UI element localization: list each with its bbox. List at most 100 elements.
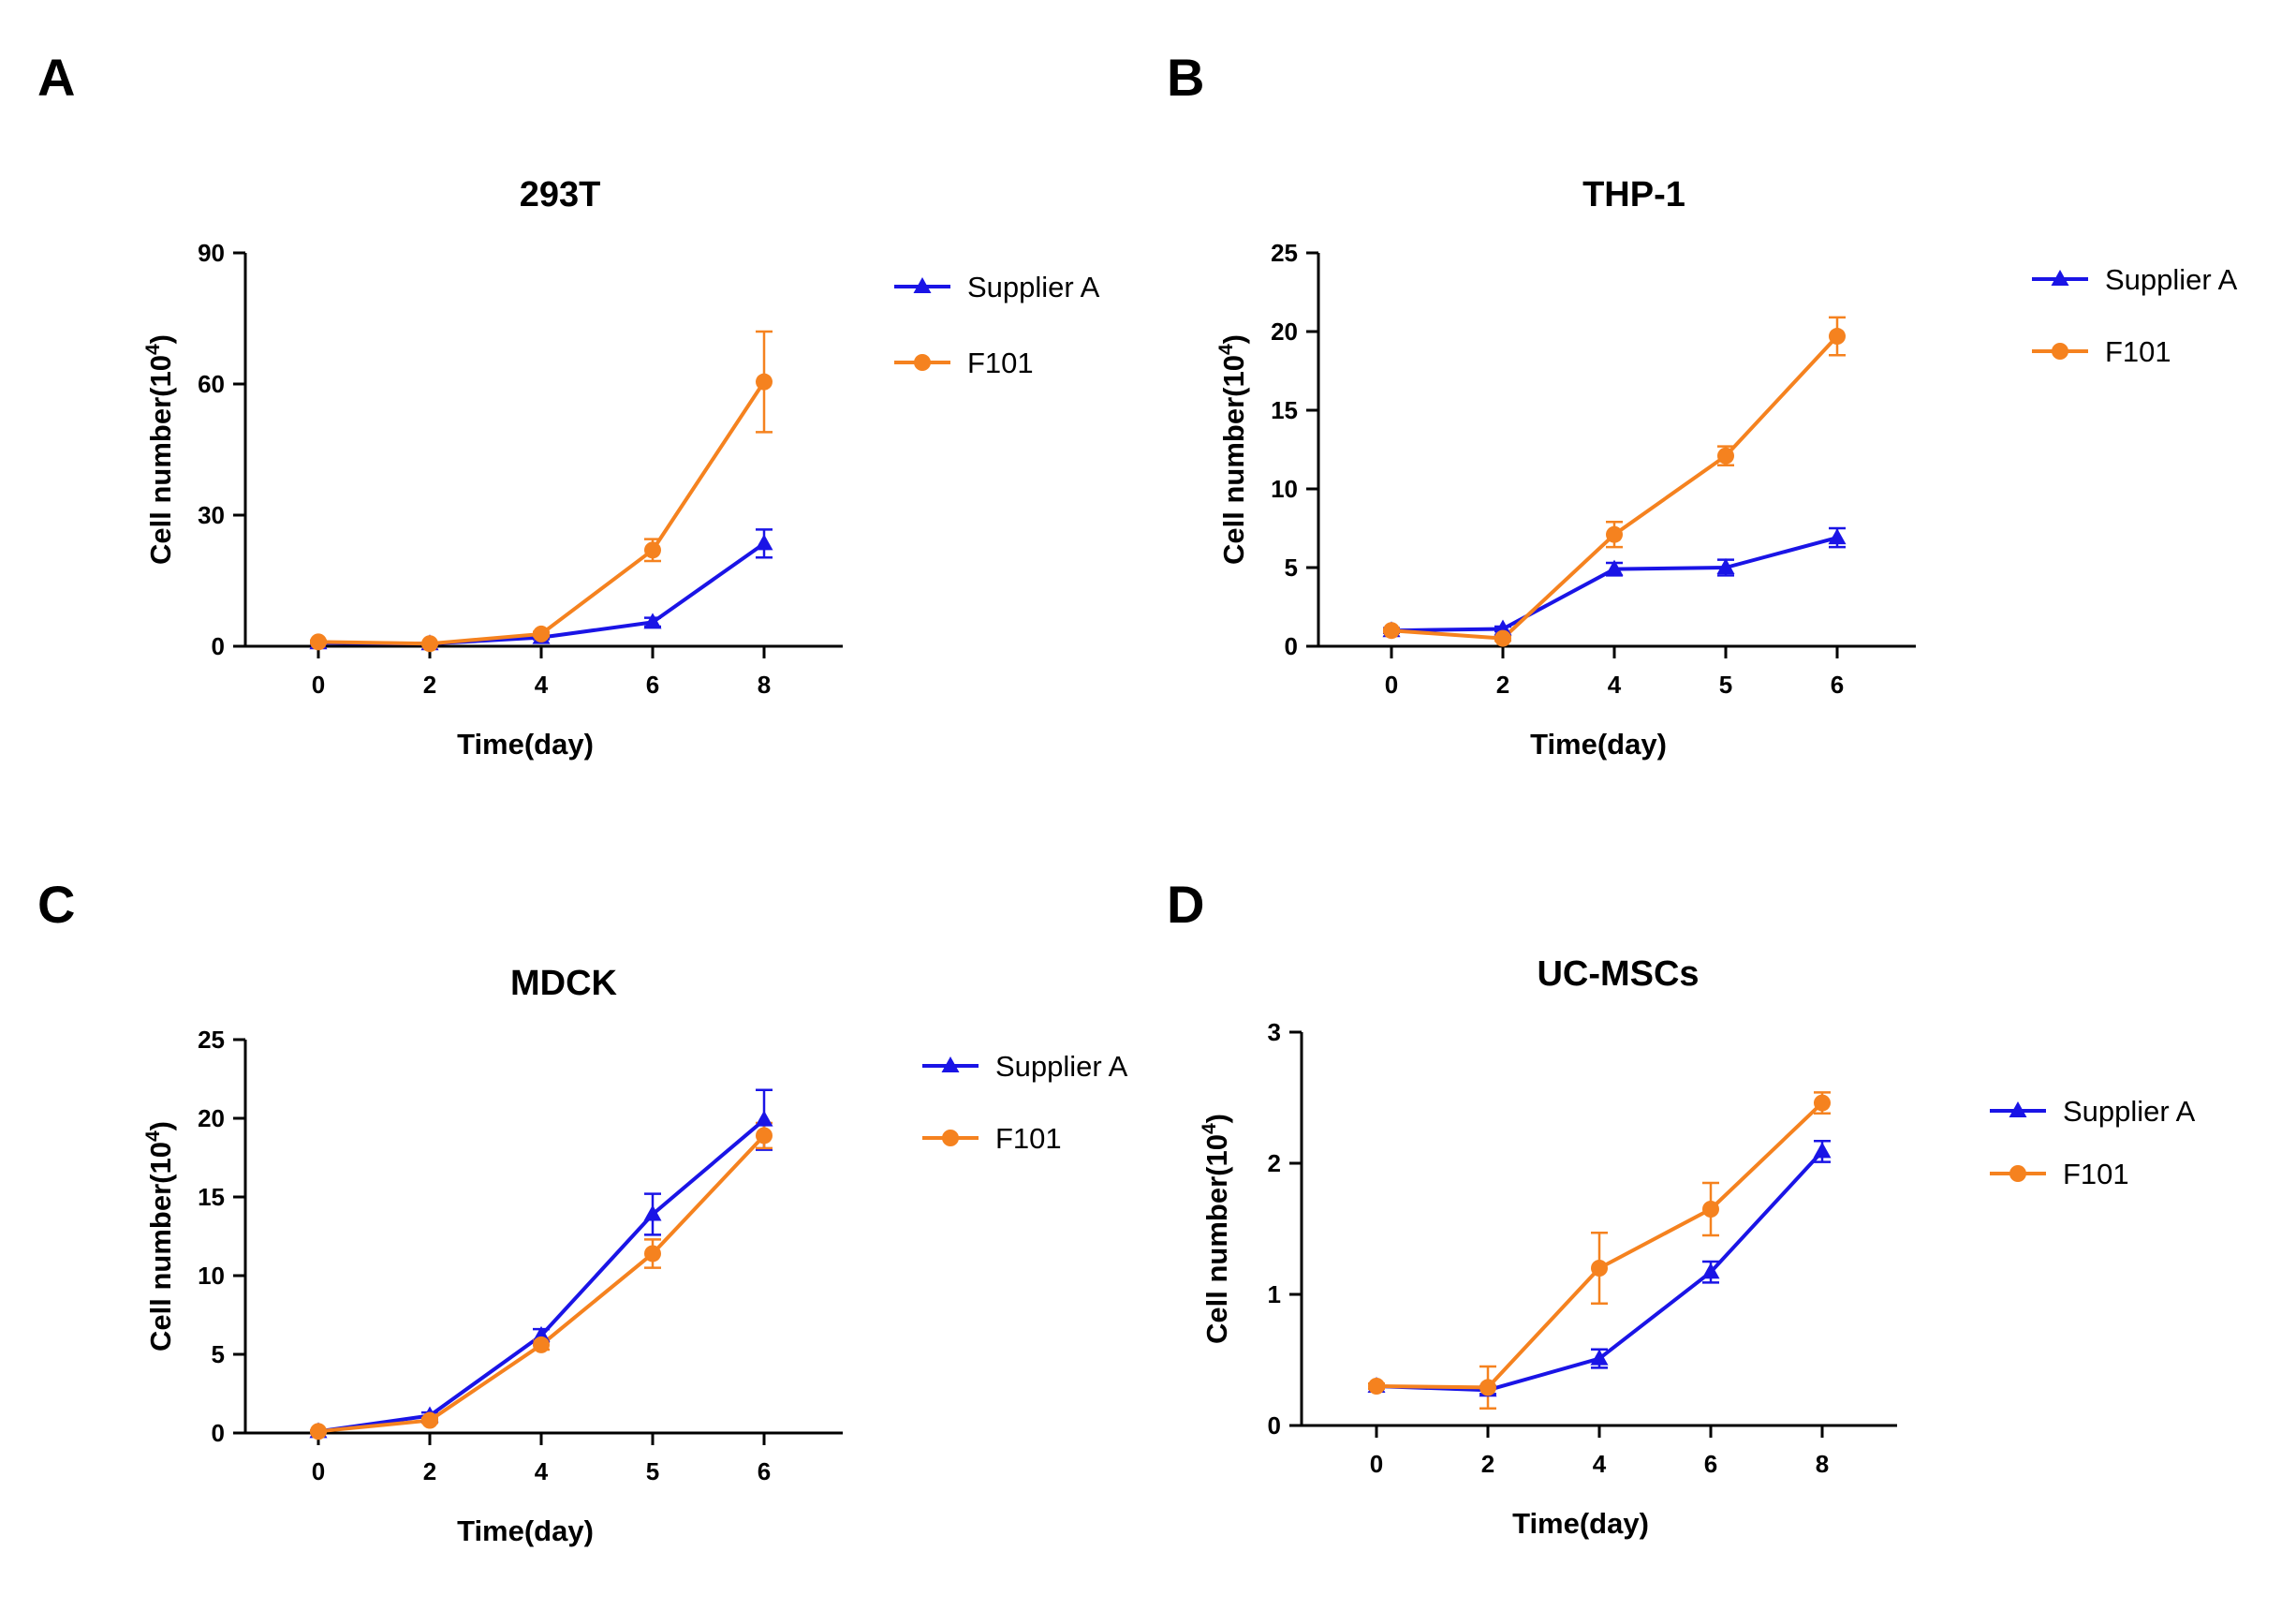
x-tick-label-b-4: 6 [1831, 671, 1844, 699]
legend-label-c-supplier-a: Supplier A [995, 1050, 1128, 1083]
y-tick-label-c-2: 10 [198, 1262, 225, 1290]
x-tick-label-b-0: 0 [1385, 671, 1398, 699]
x-tick-label-b-3: 5 [1719, 671, 1732, 699]
x-axis-label-d: Time(day) [1512, 1507, 1649, 1540]
marker-triangle-b-supplier-a-3 [1716, 558, 1735, 574]
y-axis-label-sup-a: 4 [142, 344, 164, 355]
series-line-a-f101 [317, 380, 766, 646]
legend-marker-b-f101 [2052, 343, 2068, 360]
x-tick-label-c-2: 4 [535, 1457, 549, 1485]
x-tick-label-d-2: 4 [1593, 1450, 1607, 1478]
x-tick-label-a-0: 0 [312, 671, 325, 699]
legend-marker-a-f101 [914, 354, 931, 371]
y-axis-label-text-c: Cell number(10 [144, 1142, 177, 1352]
y-tick-label-d-1: 1 [1268, 1280, 1281, 1308]
x-tick-label-c-1: 2 [423, 1457, 436, 1485]
x-tick-label-d-0: 0 [1370, 1450, 1383, 1478]
chart-title-b: THP-1 [1582, 175, 1685, 214]
legend-marker-d-supplier-a [2009, 1101, 2027, 1117]
y-tick-label-d-0: 0 [1268, 1411, 1281, 1440]
marker-circle-a-f101-1 [421, 635, 438, 653]
x-axis-label-a: Time(day) [457, 728, 594, 761]
chart-title-c: MDCK [510, 964, 618, 1003]
y-axis-label-sup-b: 4 [1215, 344, 1237, 355]
x-tick-label-a-2: 4 [535, 671, 549, 699]
x-axis-label-b: Time(day) [1530, 728, 1667, 761]
x-tick-label-d-1: 2 [1481, 1450, 1494, 1478]
legend-label-d-f101: F101 [2063, 1158, 2129, 1190]
x-tick-label-c-0: 0 [312, 1457, 325, 1485]
y-tick-label-a-1: 30 [198, 501, 225, 529]
y-axis-label-end-a: ) [144, 334, 177, 344]
panel-letter-b: B [1167, 48, 1204, 107]
y-axis-label-end-c: ) [144, 1121, 177, 1130]
marker-circle-b-f101-4 [1829, 328, 1846, 346]
marker-circle-a-f101-3 [644, 541, 661, 559]
y-tick-label-c-4: 20 [198, 1104, 225, 1132]
x-tick-label-c-4: 6 [758, 1457, 771, 1485]
marker-circle-d-f101-3 [1702, 1201, 1719, 1218]
legend-label-b-f101: F101 [2105, 335, 2171, 368]
chart-title-d: UC-MSCs [1537, 954, 1699, 994]
x-axis-label-c: Time(day) [457, 1514, 594, 1547]
marker-triangle-a-supplier-a-3 [643, 613, 662, 629]
marker-circle-c-f101-0 [310, 1423, 327, 1440]
marker-triangle-b-supplier-a-2 [1605, 559, 1624, 576]
y-tick-label-c-0: 0 [212, 1419, 225, 1447]
marker-triangle-c-supplier-a-3 [643, 1204, 662, 1221]
y-tick-label-c-3: 15 [198, 1183, 225, 1211]
x-tick-label-a-1: 2 [423, 671, 436, 699]
marker-circle-d-f101-4 [1814, 1094, 1831, 1112]
y-tick-label-b-5: 25 [1271, 239, 1298, 267]
x-tick-label-c-3: 5 [646, 1457, 659, 1485]
x-tick-label-d-3: 6 [1704, 1450, 1717, 1478]
x-tick-label-d-4: 8 [1816, 1450, 1829, 1478]
series-line-c-f101 [317, 1134, 766, 1434]
marker-circle-b-f101-3 [1717, 447, 1734, 465]
y-axis-label-text-b: Cell number(10 [1217, 355, 1250, 565]
marker-circle-b-f101-1 [1494, 629, 1511, 647]
y-tick-label-c-5: 25 [198, 1026, 225, 1054]
marker-triangle-a-supplier-a-4 [755, 534, 773, 551]
marker-circle-c-f101-1 [421, 1411, 438, 1429]
y-tick-label-d-3: 3 [1268, 1018, 1281, 1046]
y-axis-label-end-b: ) [1217, 334, 1250, 344]
marker-circle-a-f101-0 [310, 633, 327, 651]
legend-label-b-supplier-a: Supplier A [2105, 263, 2238, 296]
y-tick-label-b-0: 0 [1285, 632, 1298, 660]
marker-circle-d-f101-1 [1479, 1379, 1496, 1396]
marker-triangle-b-supplier-a-4 [1828, 528, 1847, 545]
panel-letter-d: D [1167, 875, 1204, 934]
marker-circle-b-f101-2 [1606, 525, 1623, 543]
marker-circle-d-f101-2 [1591, 1260, 1608, 1277]
y-axis-label-text-d: Cell number(10 [1200, 1134, 1233, 1344]
marker-triangle-d-supplier-a-4 [1813, 1142, 1832, 1159]
legend-marker-b-supplier-a [2051, 270, 2069, 286]
y-axis-label-end-d: ) [1200, 1114, 1233, 1123]
y-tick-label-d-2: 2 [1268, 1149, 1281, 1177]
legend-marker-a-supplier-a [913, 277, 932, 293]
legend-marker-c-f101 [942, 1130, 959, 1146]
legend-marker-d-f101 [2009, 1165, 2026, 1182]
marker-circle-b-f101-0 [1383, 622, 1400, 640]
marker-circle-c-f101-2 [533, 1336, 550, 1353]
y-axis-label-d: Cell number(104) [1199, 1114, 1233, 1344]
marker-circle-c-f101-3 [644, 1245, 661, 1263]
chart-title-a: 293T [520, 175, 601, 214]
y-tick-label-a-3: 90 [198, 239, 225, 267]
marker-circle-a-f101-4 [756, 373, 773, 391]
marker-triangle-d-supplier-a-2 [1590, 1349, 1609, 1366]
marker-circle-d-f101-0 [1368, 1378, 1385, 1395]
legend-label-c-f101: F101 [995, 1122, 1062, 1155]
marker-circle-c-f101-4 [756, 1127, 773, 1145]
y-tick-label-b-2: 10 [1271, 475, 1298, 503]
y-axis-label-a: Cell number(104) [142, 334, 177, 565]
y-axis-label-text-a: Cell number(10 [144, 355, 177, 565]
legend-marker-c-supplier-a [941, 1056, 960, 1072]
y-tick-label-a-0: 0 [212, 632, 225, 660]
y-axis-label-b: Cell number(104) [1215, 334, 1250, 565]
y-tick-label-b-1: 5 [1285, 554, 1298, 582]
y-axis-label-sup-c: 4 [142, 1130, 164, 1142]
legend-label-a-supplier-a: Supplier A [967, 271, 1100, 303]
